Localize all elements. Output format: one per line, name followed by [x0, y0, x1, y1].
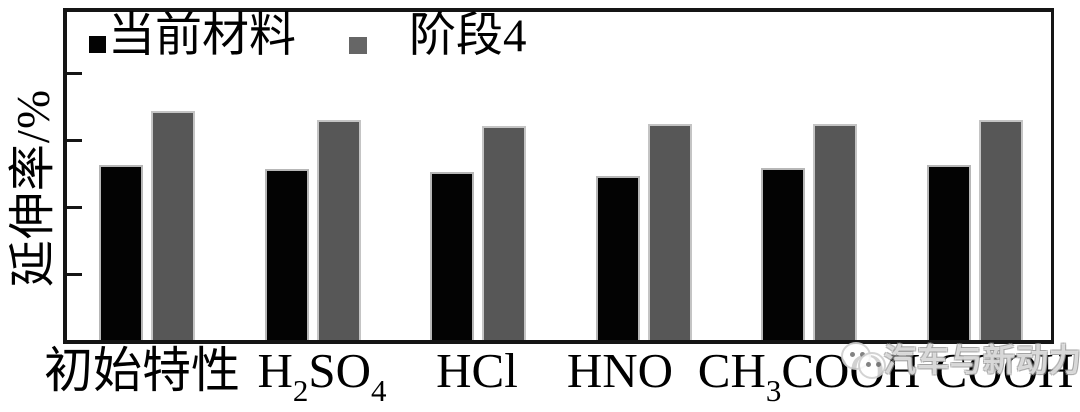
bar-阶段4-HCl — [482, 126, 526, 340]
bar-当前材料-H2SO4 — [265, 169, 309, 340]
plot-area: 当前材料 阶段4 — [63, 8, 1054, 344]
x-axis-label-CH3COOH: CH3COOH — [697, 343, 920, 406]
bar-阶段4-HNO — [648, 124, 692, 340]
x-axis-label-text: COOH — [934, 343, 1074, 398]
x-axis-label-subscript: 2 — [292, 373, 309, 408]
watermark-text: 汽车与新动力 — [884, 341, 1080, 379]
y-axis-tick — [67, 273, 82, 276]
bar-当前材料-HCl — [430, 172, 474, 340]
legend-swatch-stage4 — [349, 37, 367, 54]
x-axis-label-text: CH — [697, 343, 766, 398]
bar-阶段4-COOH — [979, 120, 1023, 340]
x-axis-label-text: H — [257, 343, 293, 398]
legend-swatch-current-material — [89, 36, 106, 53]
x-axis-label-COOH: COOH — [935, 346, 1074, 395]
y-axis-tick — [67, 206, 82, 209]
x-axis-label-subscript: 3 — [765, 373, 782, 408]
bar-当前材料-CH3COOH — [761, 168, 805, 340]
x-axis-label-H2SO4: H2SO4 — [257, 343, 386, 406]
x-axis-label-text: HNO — [566, 343, 674, 398]
bar-阶段4-初始特性 — [151, 111, 195, 340]
x-axis-label-HNO: HNO — [567, 346, 673, 395]
legend-label-current-material: 当前材料 — [108, 10, 296, 62]
bar-阶段4-CH3COOH — [813, 124, 857, 340]
bar-阶段4-H2SO4 — [317, 120, 361, 340]
y-axis-tick — [67, 72, 82, 75]
y-axis-tick — [67, 139, 82, 142]
x-axis-label-HCl: HCl — [436, 346, 518, 395]
watermark-logo-face-icon — [858, 352, 886, 379]
x-axis-label-初始特性: 初始特性 — [44, 346, 240, 395]
x-axis-label-text: SO — [308, 343, 372, 398]
bar-当前材料-HNO — [596, 176, 640, 340]
x-axis-label-text: HCl — [436, 343, 518, 398]
legend-label-stage4: 阶段4 — [409, 10, 527, 62]
bar-当前材料-初始特性 — [99, 165, 143, 340]
x-axis-label-subscript: 4 — [371, 373, 387, 408]
x-axis-label-text: 初始特性 — [43, 343, 241, 398]
bar-当前材料-COOH — [927, 165, 971, 340]
